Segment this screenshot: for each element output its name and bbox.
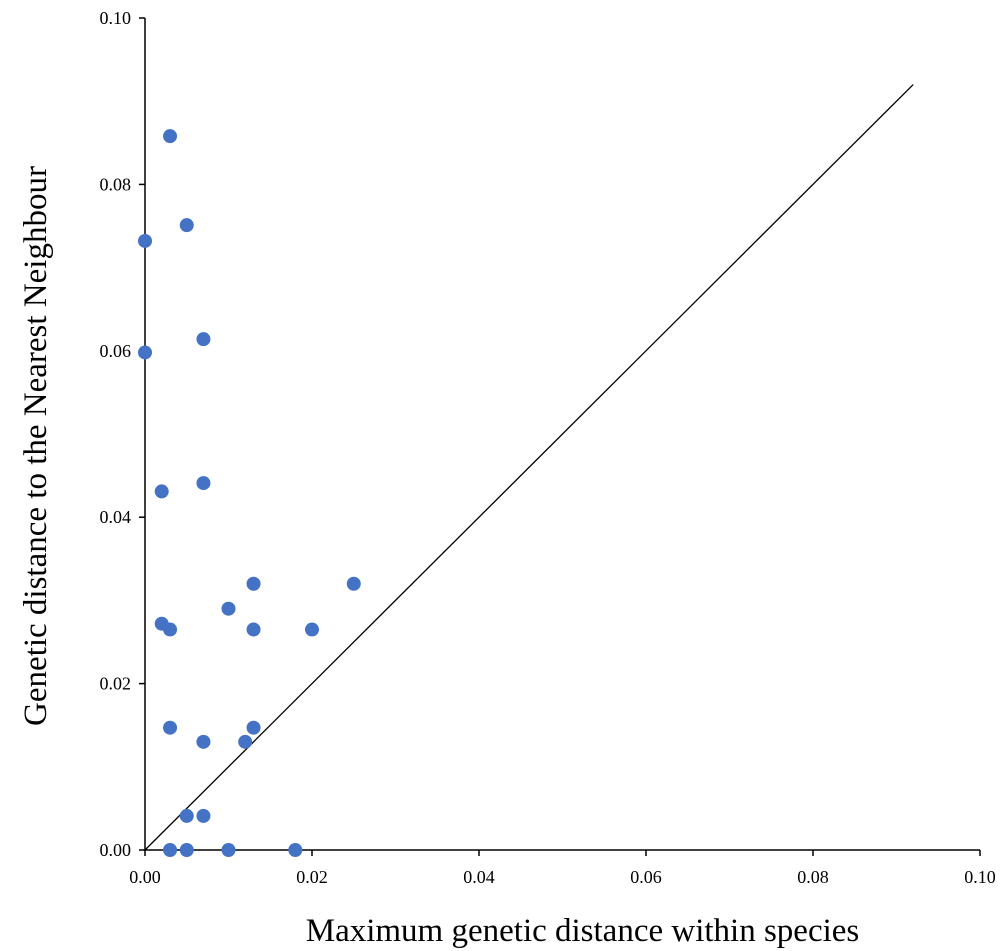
data-point bbox=[179, 843, 194, 857]
data-point bbox=[179, 808, 194, 823]
data-point bbox=[196, 734, 211, 749]
data-points bbox=[138, 129, 361, 857]
axes bbox=[144, 18, 980, 851]
y-tick-label: 0.04 bbox=[100, 507, 132, 527]
data-point bbox=[246, 576, 261, 591]
data-point bbox=[138, 345, 152, 360]
x-tick-label: 0.08 bbox=[797, 867, 829, 887]
y-tick-label: 0.02 bbox=[100, 674, 132, 694]
data-point bbox=[138, 233, 152, 248]
data-point bbox=[154, 484, 169, 499]
y-tick-label: 0.08 bbox=[100, 174, 132, 194]
reference-line bbox=[144, 84, 914, 851]
data-point bbox=[163, 129, 178, 144]
x-tick-label: 0.06 bbox=[630, 867, 662, 887]
axis-ticks: 0.00 0.02 0.04 0.06 0.08 0.10 0.00 0.02 0.04 0.06… bbox=[100, 8, 996, 887]
data-point bbox=[346, 576, 361, 591]
data-point bbox=[305, 622, 319, 637]
data-point bbox=[221, 843, 236, 857]
data-point bbox=[238, 734, 253, 749]
x-tick-label: 0.02 bbox=[296, 867, 328, 887]
x-tick-label: 0.10 bbox=[964, 867, 996, 887]
data-point bbox=[288, 843, 303, 857]
y-tick-label: 0.00 bbox=[100, 840, 132, 860]
data-point bbox=[163, 720, 178, 735]
x-tick-label: 0.04 bbox=[463, 867, 495, 887]
data-point bbox=[246, 720, 261, 735]
data-point bbox=[179, 218, 194, 233]
data-point bbox=[246, 622, 261, 637]
x-tick-label: 0.00 bbox=[129, 867, 161, 887]
data-point bbox=[196, 808, 211, 823]
y-tick-label: 0.06 bbox=[100, 341, 132, 361]
data-point bbox=[196, 476, 211, 491]
y-tick-label: 0.10 bbox=[100, 8, 132, 28]
data-point bbox=[163, 622, 178, 637]
x-axis-title: Maximum genetic distance within species bbox=[306, 913, 860, 949]
y-axis-title: Genetic distance to the Nearest Neighbou… bbox=[18, 166, 54, 726]
data-point bbox=[221, 601, 236, 616]
data-point bbox=[196, 332, 211, 347]
data-point bbox=[163, 843, 178, 857]
